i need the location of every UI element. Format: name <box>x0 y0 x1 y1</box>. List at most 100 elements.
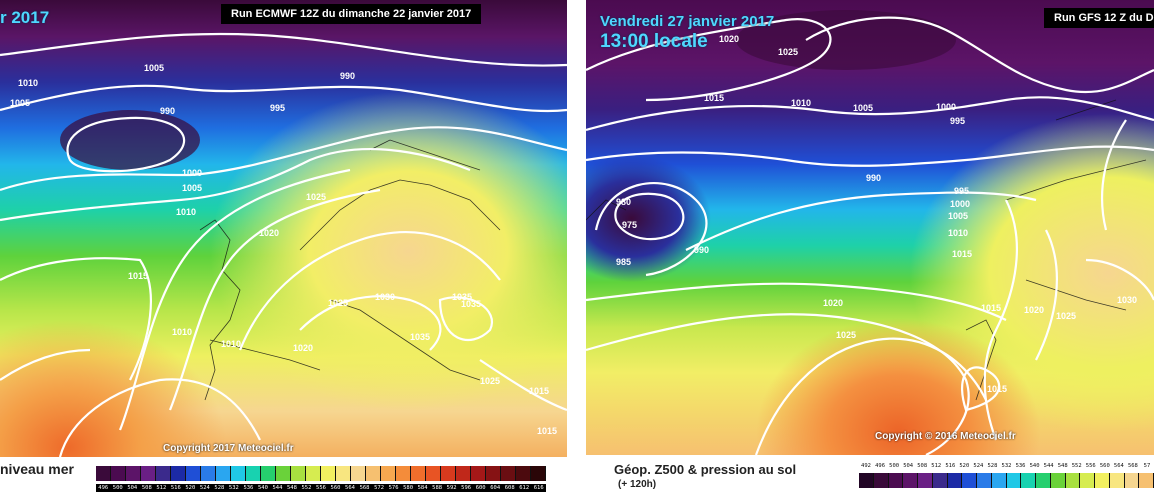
ecmwf-scale-ticks: 496 500 504 508 512 516 520 524 528 532 536 540 544 5… <box>96 484 546 492</box>
scale-tick: 528 <box>987 463 998 469</box>
isobar-label: 1010 <box>18 78 38 88</box>
scale-tick: 540 <box>257 485 268 491</box>
scale-tick: 516 <box>170 485 181 491</box>
isobar-label: 990 <box>866 173 881 183</box>
scale-tick: 524 <box>973 463 984 469</box>
color-swatch <box>291 466 306 481</box>
scale-tick: 492 <box>861 463 871 469</box>
isobar-label: 1015 <box>704 93 724 103</box>
color-swatch <box>351 466 366 481</box>
isobar-label: 1000 <box>950 199 970 209</box>
color-swatch <box>873 473 889 488</box>
gfs-map-panel: 1020 1025 1015 1010 1005 1000 995 990 99… <box>586 0 1154 498</box>
isobar-label: 1035 <box>410 332 430 342</box>
color-swatch <box>441 466 456 481</box>
color-swatch <box>171 466 186 481</box>
isobar-label: 1015 <box>981 303 1001 313</box>
isobar-label: 1025 <box>778 47 798 57</box>
scale-tick: 512 <box>156 485 167 491</box>
scale-tick: 564 <box>345 485 355 491</box>
gfs-scale-ticks: 492 496 500 504 508 512 516 520 524 528 532 536 540 5… <box>859 462 1154 470</box>
scale-tick: 580 <box>403 485 414 491</box>
isobar-label: 1010 <box>221 339 241 349</box>
scale-tick: 504 <box>127 485 138 491</box>
isobar-label: 1005 <box>144 63 164 73</box>
scale-tick: 532 <box>228 485 239 491</box>
color-swatch <box>111 466 126 481</box>
scale-tick: 564 <box>1113 463 1124 469</box>
scale-tick: 584 <box>417 485 428 491</box>
color-swatch <box>947 473 963 488</box>
isobar-label: 1000 <box>182 168 202 178</box>
gfs-color-scale <box>859 473 1154 488</box>
isobar-label: 1020 <box>823 298 843 308</box>
color-swatch <box>201 466 216 481</box>
scale-tick: 540 <box>1029 463 1040 469</box>
scale-tick: 508 <box>917 463 928 469</box>
isobar-label: 980 <box>616 197 631 207</box>
scale-tick: 592 <box>446 485 457 491</box>
scale-tick: 544 <box>272 485 283 491</box>
scale-tick: 608 <box>504 485 515 491</box>
scale-tick: 512 <box>931 463 942 469</box>
ecmwf-run-title: Run ECMWF 12Z du dimanche 22 janvier 201… <box>221 4 482 24</box>
scale-tick: 544 <box>1043 463 1054 469</box>
color-swatch <box>276 466 291 481</box>
color-swatch <box>531 466 546 481</box>
gfs-date-line2: 13:00 locale <box>600 31 708 52</box>
color-swatch <box>1065 473 1081 488</box>
color-swatch <box>261 466 276 481</box>
isobar-label: 1025 <box>836 330 856 340</box>
ecmwf-date-fragment: r 2017 <box>0 8 50 27</box>
color-swatch <box>306 466 321 481</box>
color-swatch <box>977 473 992 488</box>
isobar-label: 1010 <box>948 228 968 238</box>
ecmwf-legend-title: niveau mer <box>0 461 74 477</box>
color-swatch <box>426 466 441 481</box>
scale-tick: 520 <box>959 463 970 469</box>
isobar-label: 1030 <box>1117 295 1137 305</box>
color-swatch <box>96 466 111 481</box>
color-swatch <box>1139 473 1154 488</box>
scale-tick: 504 <box>903 463 914 469</box>
color-swatch <box>1124 473 1140 488</box>
scale-tick: 552 <box>301 485 312 491</box>
isobar-label: 1020 <box>259 228 279 238</box>
scale-tick: 616 <box>533 485 544 491</box>
gfs-copyright: Copyright © 2016 Meteociel.fr <box>875 431 1016 442</box>
color-swatch <box>888 473 904 488</box>
isobar-label: 995 <box>950 116 965 126</box>
gfs-legend-subtitle: (+ 120h) <box>618 479 657 490</box>
color-swatch <box>859 473 874 488</box>
scale-tick: 496 <box>875 463 886 469</box>
scale-tick: 576 <box>388 485 399 491</box>
isobar-label: 1015 <box>128 271 148 281</box>
color-swatch <box>486 466 501 481</box>
color-swatch <box>246 466 261 481</box>
color-swatch <box>336 466 351 481</box>
isobar-label: 1005 <box>853 103 873 113</box>
color-swatch <box>1006 473 1022 488</box>
scale-tick: 528 <box>214 485 225 491</box>
scale-tick: 536 <box>243 485 254 491</box>
scale-tick: 548 <box>286 485 297 491</box>
isobar-label: 1000 <box>936 102 956 112</box>
scale-tick: 500 <box>112 485 123 491</box>
color-swatch <box>903 473 918 488</box>
scale-tick: 57 <box>1143 463 1151 469</box>
scale-tick: 516 <box>945 463 956 469</box>
gfs-date-line1: Vendredi 27 janvier 2017 <box>600 13 775 30</box>
color-swatch <box>1036 473 1051 488</box>
color-swatch <box>216 466 231 481</box>
ecmwf-copyright: Copyright 2017 Meteociel.fr <box>163 443 294 454</box>
ecmwf-isobar-labels: 1010 1005 1005 990 990 995 1000 1005 101… <box>10 63 557 436</box>
isobar-label: 1015 <box>537 426 557 436</box>
color-swatch <box>918 473 933 488</box>
scale-tick: 568 <box>359 485 370 491</box>
ecmwf-map-panel: 1010 1005 1005 990 990 995 1000 1005 101… <box>0 0 567 498</box>
scale-tick: 568 <box>1127 463 1138 469</box>
isobar-label: 1015 <box>952 249 972 259</box>
scale-tick: 556 <box>1085 463 1096 469</box>
isobar-label: 1020 <box>293 343 313 353</box>
gfs-isobar-labels: 1020 1025 1015 1010 1005 1000 995 990 99… <box>616 34 1137 394</box>
